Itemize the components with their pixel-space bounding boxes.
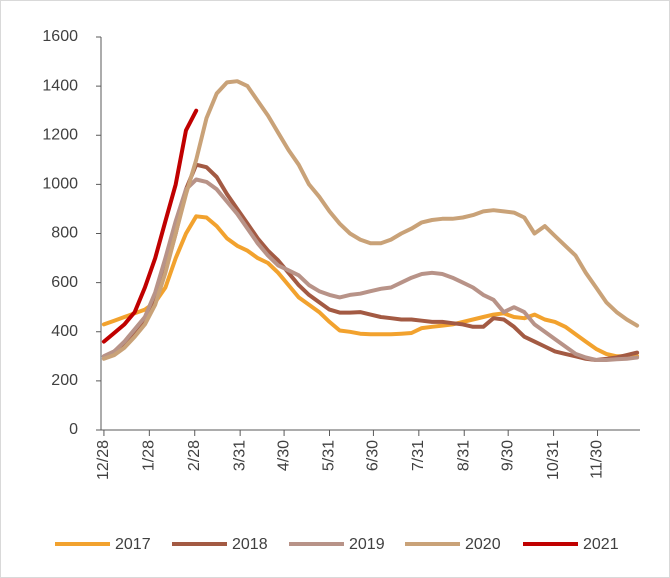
y-tick-label: 400 xyxy=(51,323,78,340)
y-tick-label: 0 xyxy=(69,421,78,438)
legend-label: 2017 xyxy=(115,536,151,553)
series-line xyxy=(101,177,640,362)
x-tick-label: 9/30 xyxy=(499,440,516,471)
y-tick-label: 800 xyxy=(51,225,78,242)
x-tick-label: 1/28 xyxy=(141,440,158,471)
x-tick-label: 7/31 xyxy=(410,440,427,471)
x-tick-label: 5/31 xyxy=(321,440,338,471)
series-line xyxy=(101,79,640,361)
x-tick-label: 10/31 xyxy=(545,440,562,480)
y-tick-label: 1400 xyxy=(42,77,78,94)
x-tick-label: 4/30 xyxy=(275,440,292,471)
series-line xyxy=(101,214,640,359)
x-tick-label: 8/31 xyxy=(455,440,472,471)
y-tick-label: 1200 xyxy=(42,126,78,143)
x-tick-label: 6/30 xyxy=(365,440,382,471)
y-tick-label: 1600 xyxy=(42,28,78,45)
x-tick-label: 11/30 xyxy=(589,440,606,479)
legend-label: 2019 xyxy=(349,536,385,553)
x-tick-label: 2/28 xyxy=(186,440,203,471)
legend-label: 2020 xyxy=(465,536,501,553)
y-tick-label: 200 xyxy=(51,372,78,389)
series-line xyxy=(101,108,199,344)
y-tick-label: 1000 xyxy=(42,176,78,193)
y-tick-label: 600 xyxy=(51,274,78,291)
legend-label: 2021 xyxy=(583,536,619,553)
x-tick-label: 3/31 xyxy=(231,440,248,471)
x-tick-label: 12/28 xyxy=(95,440,112,480)
legend-label: 2018 xyxy=(232,536,268,553)
